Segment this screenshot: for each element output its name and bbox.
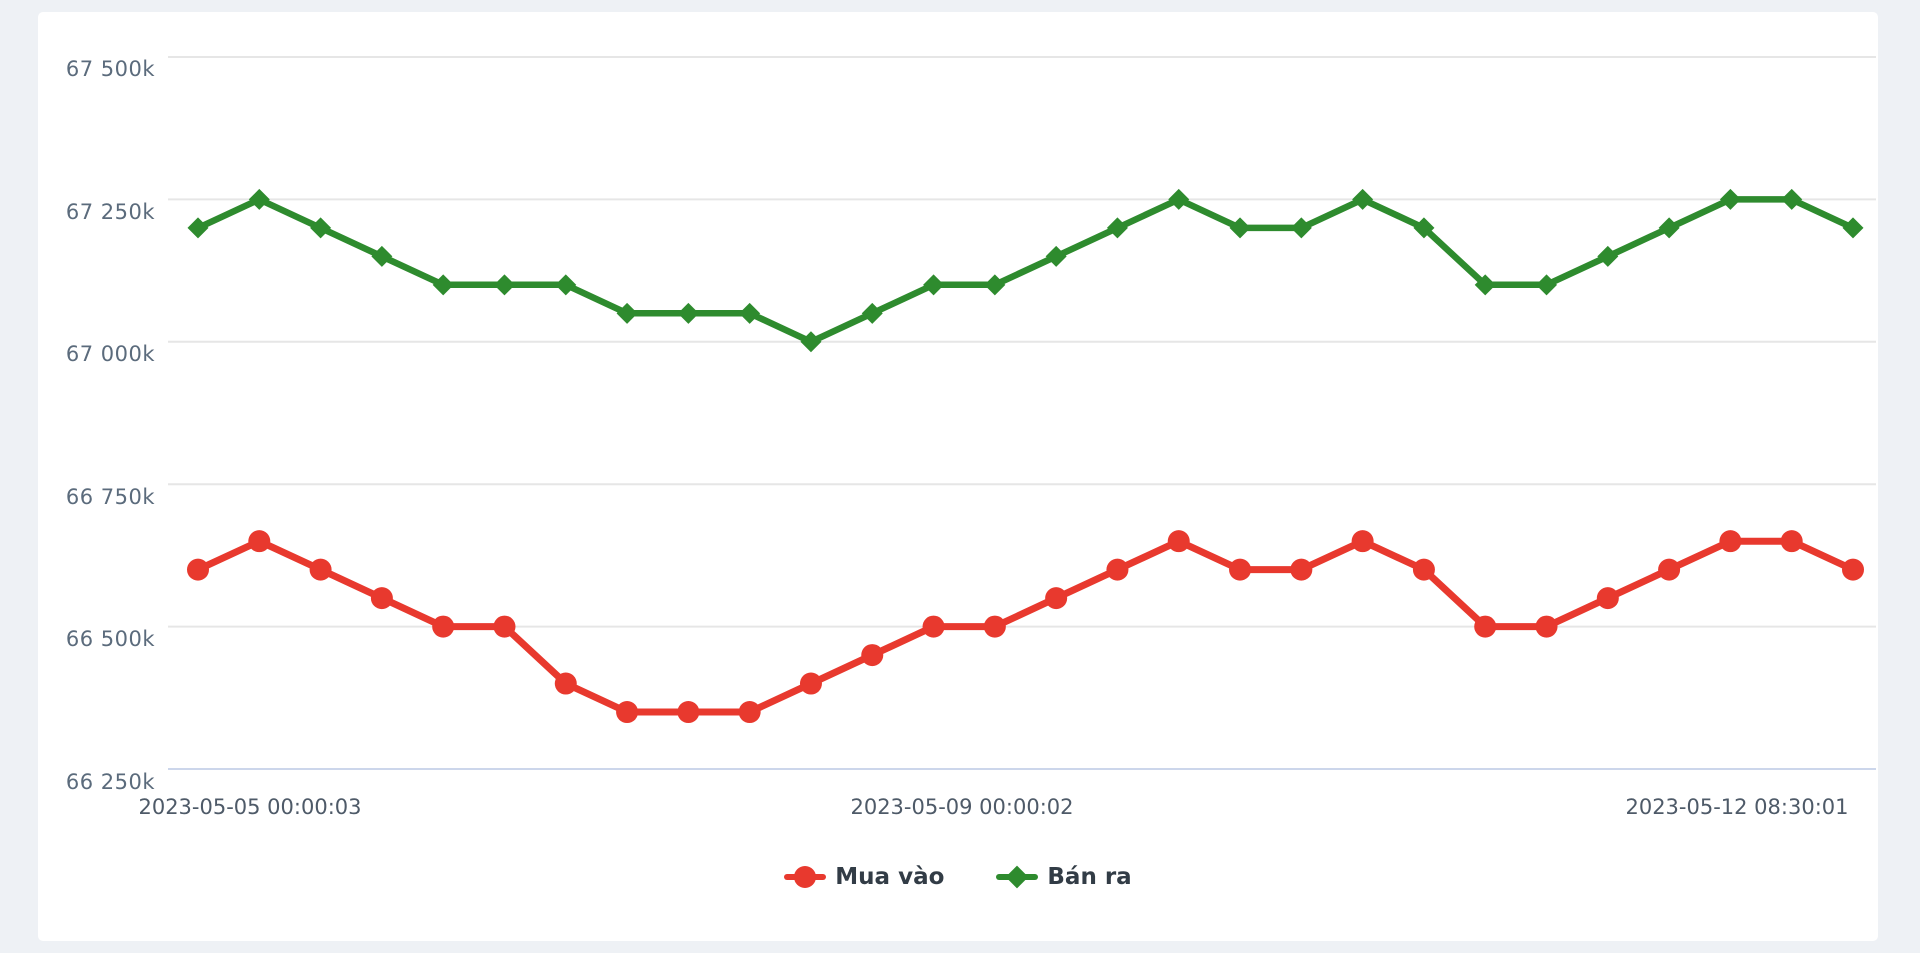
data-point-mua-vao[interactable] bbox=[1842, 558, 1864, 581]
y-axis-tick-label: 66 750k bbox=[65, 485, 155, 509]
line-circle-marker-icon bbox=[784, 865, 827, 889]
chart-legend: Mua vào Bán ra bbox=[38, 857, 1878, 897]
data-point-ban-ra[interactable] bbox=[1290, 217, 1312, 239]
data-point-mua-vao[interactable] bbox=[799, 672, 822, 695]
y-axis-tick-label: 66 250k bbox=[65, 770, 155, 794]
series-line-ban-ra bbox=[194, 196, 1857, 346]
data-point-mua-vao[interactable] bbox=[1045, 587, 1068, 610]
data-point-mua-vao[interactable] bbox=[1719, 530, 1742, 553]
data-point-mua-vao[interactable] bbox=[1535, 615, 1558, 638]
data-point-ban-ra[interactable] bbox=[1045, 245, 1067, 267]
data-point-ban-ra[interactable] bbox=[1842, 217, 1864, 239]
data-point-ban-ra[interactable] bbox=[1536, 274, 1558, 296]
data-point-ban-ra[interactable] bbox=[1168, 188, 1190, 210]
data-point-ban-ra[interactable] bbox=[800, 331, 822, 353]
data-point-mua-vao[interactable] bbox=[493, 615, 516, 638]
y-axis-tick-label: 66 500k bbox=[65, 627, 155, 651]
data-point-ban-ra[interactable] bbox=[1413, 217, 1435, 239]
chart-card: 67 500k 67 250k 67 000k 66 750k 66 500k … bbox=[38, 12, 1878, 941]
data-point-mua-vao[interactable] bbox=[1596, 587, 1619, 610]
y-axis-tick-label: 67 500k bbox=[65, 57, 155, 81]
data-point-ban-ra[interactable] bbox=[861, 302, 883, 324]
data-point-mua-vao[interactable] bbox=[1106, 558, 1129, 581]
data-point-ban-ra[interactable] bbox=[739, 302, 761, 324]
data-point-ban-ra[interactable] bbox=[187, 217, 209, 239]
data-point-mua-vao[interactable] bbox=[983, 615, 1006, 638]
data-point-mua-vao[interactable] bbox=[738, 701, 761, 724]
data-point-mua-vao[interactable] bbox=[922, 615, 945, 638]
data-point-ban-ra[interactable] bbox=[1597, 245, 1619, 267]
data-point-mua-vao[interactable] bbox=[1351, 530, 1374, 553]
data-point-mua-vao[interactable] bbox=[1412, 558, 1435, 581]
x-axis-tick-label: 2023-05-05 00:00:03 bbox=[138, 795, 362, 819]
data-point-mua-vao[interactable] bbox=[1167, 530, 1190, 553]
series-line-mua-vao bbox=[194, 537, 1857, 716]
data-point-ban-ra[interactable] bbox=[310, 217, 332, 239]
data-point-mua-vao[interactable] bbox=[1474, 615, 1497, 638]
data-point-mua-vao[interactable] bbox=[861, 644, 884, 667]
data-point-ban-ra[interactable] bbox=[1106, 217, 1128, 239]
data-point-mua-vao[interactable] bbox=[309, 558, 332, 581]
data-point-mua-vao[interactable] bbox=[432, 615, 455, 638]
data-point-ban-ra[interactable] bbox=[371, 245, 393, 267]
data-point-ban-ra[interactable] bbox=[1474, 274, 1496, 296]
data-point-mua-vao[interactable] bbox=[677, 701, 700, 724]
data-point-ban-ra[interactable] bbox=[1352, 188, 1374, 210]
legend-item-ban-ra[interactable]: Bán ra bbox=[996, 864, 1132, 890]
data-point-ban-ra[interactable] bbox=[555, 274, 577, 296]
data-point-ban-ra[interactable] bbox=[1781, 188, 1803, 210]
data-point-ban-ra[interactable] bbox=[1658, 217, 1680, 239]
data-point-ban-ra[interactable] bbox=[923, 274, 945, 296]
legend-label: Mua vào bbox=[835, 864, 945, 890]
data-point-ban-ra[interactable] bbox=[984, 274, 1006, 296]
chart-plot-area bbox=[168, 56, 1876, 770]
data-point-ban-ra[interactable] bbox=[432, 274, 454, 296]
data-point-mua-vao[interactable] bbox=[248, 530, 271, 553]
data-point-mua-vao[interactable] bbox=[370, 587, 393, 610]
data-point-ban-ra[interactable] bbox=[493, 274, 515, 296]
legend-item-mua-vao[interactable]: Mua vào bbox=[784, 864, 944, 890]
x-axis-tick-label: 2023-05-09 00:00:02 bbox=[850, 795, 1074, 819]
y-axis-tick-label: 67 250k bbox=[65, 200, 155, 224]
data-point-ban-ra[interactable] bbox=[1719, 188, 1741, 210]
data-point-ban-ra[interactable] bbox=[616, 302, 638, 324]
x-axis-tick-label: 2023-05-12 08:30:01 bbox=[1625, 795, 1849, 819]
gridlines bbox=[168, 56, 1876, 770]
data-point-mua-vao[interactable] bbox=[1229, 558, 1252, 581]
data-point-ban-ra[interactable] bbox=[248, 188, 270, 210]
line-diamond-marker-icon bbox=[996, 865, 1039, 889]
series-layer bbox=[187, 188, 1864, 724]
legend-label: Bán ra bbox=[1047, 864, 1132, 890]
data-point-mua-vao[interactable] bbox=[187, 558, 209, 581]
data-point-mua-vao[interactable] bbox=[1290, 558, 1313, 581]
y-axis-tick-label: 67 000k bbox=[65, 342, 155, 366]
data-point-mua-vao[interactable] bbox=[554, 672, 577, 695]
data-point-mua-vao[interactable] bbox=[1780, 530, 1803, 553]
data-point-mua-vao[interactable] bbox=[1658, 558, 1681, 581]
data-point-ban-ra[interactable] bbox=[1229, 217, 1251, 239]
data-point-ban-ra[interactable] bbox=[677, 302, 699, 324]
data-point-mua-vao[interactable] bbox=[616, 701, 639, 724]
